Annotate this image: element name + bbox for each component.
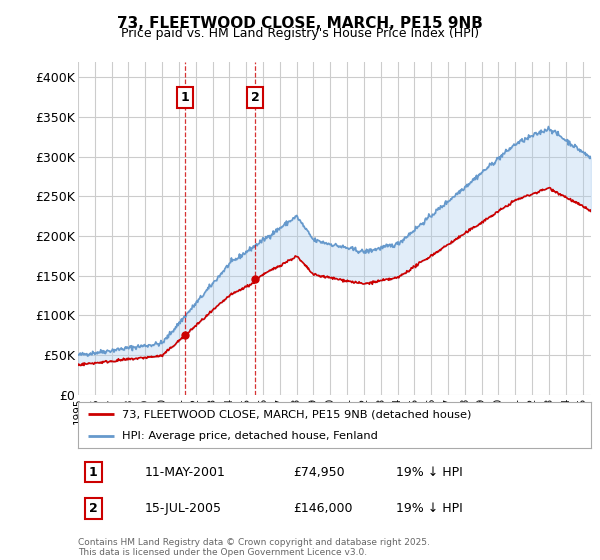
Text: Price paid vs. HM Land Registry's House Price Index (HPI): Price paid vs. HM Land Registry's House …: [121, 27, 479, 40]
Text: 1: 1: [89, 466, 98, 479]
Text: 1: 1: [181, 91, 190, 104]
Text: £146,000: £146,000: [293, 502, 353, 515]
Text: 15-JUL-2005: 15-JUL-2005: [145, 502, 221, 515]
Text: 73, FLEETWOOD CLOSE, MARCH, PE15 9NB (detached house): 73, FLEETWOOD CLOSE, MARCH, PE15 9NB (de…: [122, 409, 471, 419]
Text: 11-MAY-2001: 11-MAY-2001: [145, 466, 226, 479]
Text: 19% ↓ HPI: 19% ↓ HPI: [396, 502, 463, 515]
Text: HPI: Average price, detached house, Fenland: HPI: Average price, detached house, Fenl…: [122, 431, 377, 441]
Text: £74,950: £74,950: [293, 466, 345, 479]
Text: 2: 2: [251, 91, 260, 104]
Text: 73, FLEETWOOD CLOSE, MARCH, PE15 9NB: 73, FLEETWOOD CLOSE, MARCH, PE15 9NB: [117, 16, 483, 31]
Text: 2: 2: [89, 502, 98, 515]
Text: 19% ↓ HPI: 19% ↓ HPI: [396, 466, 463, 479]
Text: Contains HM Land Registry data © Crown copyright and database right 2025.
This d: Contains HM Land Registry data © Crown c…: [78, 538, 430, 557]
